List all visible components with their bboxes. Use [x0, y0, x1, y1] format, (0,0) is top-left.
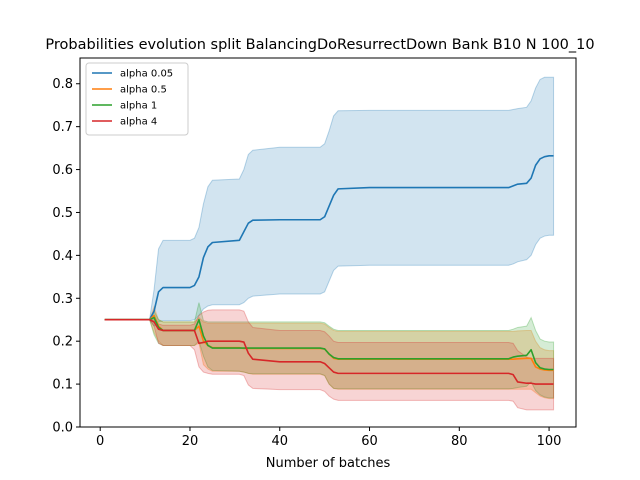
chart-title: Probabilities evolution split BalancingD…: [45, 37, 594, 53]
y-tick-label: 0.0: [52, 421, 73, 436]
x-tick-label: 100: [537, 434, 562, 449]
y-tick-label: 0.6: [52, 163, 73, 178]
line-series-0: [104, 155, 554, 321]
legend-label: alpha 4: [120, 117, 157, 128]
legend: alpha 0.05 alpha 0.5 alpha 1 alpha 4: [85, 62, 189, 136]
x-tick-label: 80: [451, 434, 468, 449]
x-tick-label: 60: [361, 434, 378, 449]
series-lines: [104, 155, 554, 385]
legend-box: [85, 62, 189, 136]
y-tick-label: 0.4: [52, 249, 73, 264]
x-tick-label: 0: [96, 434, 104, 449]
y-tick-label: 0.3: [52, 292, 73, 307]
plot-frame: [79, 57, 577, 428]
y-tick-label: 0.7: [52, 120, 73, 135]
legend-label: alpha 1: [120, 101, 157, 112]
legend-label: alpha 0.5: [120, 85, 167, 96]
y-tick-label: 0.1: [52, 378, 73, 393]
legend-label: alpha 0.05: [120, 69, 173, 80]
x-tick-label: 20: [182, 434, 199, 449]
y-axis: 0.0 0.1 0.2 0.3 0.4 0.5 0.6 0.7 0.8: [52, 77, 80, 436]
y-tick-label: 0.2: [52, 335, 73, 350]
band-series-1: [104, 305, 555, 400]
y-tick-label: 0.5: [52, 206, 73, 221]
x-tick-label: 40: [271, 434, 288, 449]
line-series-3: [104, 318, 554, 385]
x-axis: 0 20 40 60 80 100: [96, 427, 561, 449]
x-axis-label: Number of batches: [266, 456, 391, 471]
y-tick-label: 0.8: [52, 77, 73, 92]
